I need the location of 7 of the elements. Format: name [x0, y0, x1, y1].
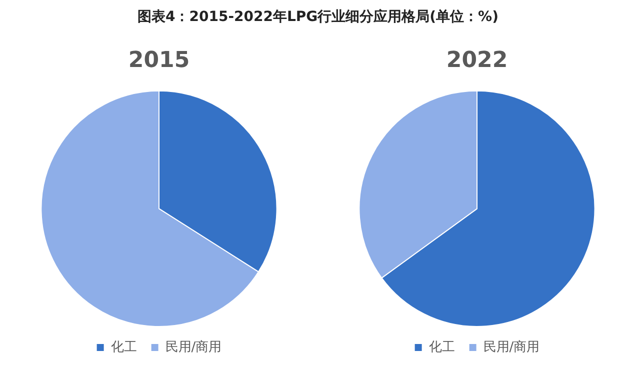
- legend-label: 民用/商用: [165, 340, 222, 355]
- legend-label: 民用/商用: [483, 340, 540, 355]
- legend-label: 化工: [428, 340, 455, 355]
- text: 图表4：2015-2022年LPG行业细分应用格局(单位：%): [136, 8, 500, 27]
- legend-label: 化工: [110, 340, 137, 355]
- chart-title: 2015: [128, 48, 190, 73]
- chart-title: 2022: [446, 48, 508, 73]
